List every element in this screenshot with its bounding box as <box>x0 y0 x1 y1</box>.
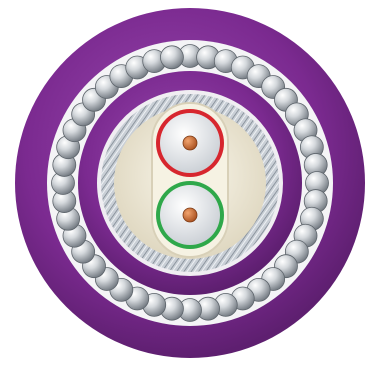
conductor-core <box>182 207 198 223</box>
armour-wires <box>51 44 329 322</box>
armour-wire <box>160 45 184 70</box>
conductor-core <box>182 135 198 151</box>
conductors <box>156 109 224 249</box>
